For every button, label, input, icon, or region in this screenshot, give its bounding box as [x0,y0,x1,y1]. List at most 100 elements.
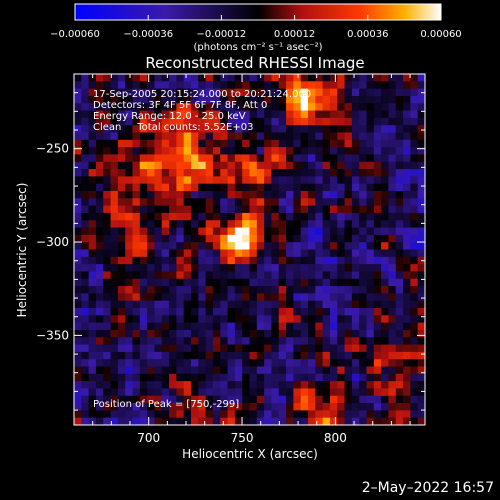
heatmap-cell [183,125,192,133]
heatmap-cell [300,169,309,177]
heatmap-cell [373,103,382,111]
heatmap-cell [139,373,148,382]
heatmap-cell [103,234,111,243]
heatmap-cell [234,293,243,302]
heatmap-cell [74,242,82,250]
heatmap-cell [234,227,243,236]
heatmap-cell [366,81,375,90]
heatmap-cell [212,161,221,170]
heatmap-cell [278,344,287,353]
heatmap-cell [110,117,119,126]
heatmap-cell [410,205,419,214]
heatmap-cell [227,103,236,111]
heatmap-cell [183,264,192,272]
heatmap-cell [103,169,111,177]
annotation-energy-range: Energy Range: 12.0 - 25.0 keV [93,111,246,122]
heatmap-cell [95,286,104,294]
heatmap-cell [278,359,287,367]
heatmap-cell [154,95,163,104]
heatmap-cell [315,88,324,97]
heatmap-cell [242,249,250,258]
heatmap-cell [381,249,389,258]
heatmap-cell [74,417,82,426]
heatmap-cell [234,183,243,192]
heatmap-cell [74,322,82,331]
heatmap-cell [242,322,250,331]
heatmap-cell [212,417,221,426]
heatmap-cell [373,205,382,214]
heatmap-cell [410,264,419,272]
heatmap-cell [212,95,221,104]
heatmap-cell [176,395,185,404]
heatmap-cell [117,351,126,360]
heatmap-cell [227,95,236,104]
heatmap-cell [264,227,272,236]
heatmap-cell [410,278,419,287]
heatmap-cell [329,88,338,97]
heatmap-cell [388,220,397,228]
heatmap-cell [373,117,382,126]
heatmap-cell [74,337,82,345]
heatmap-cell [278,191,287,199]
annotation-clean-counts: Clean Total counts: 5.52E+03 [93,122,253,133]
heatmap-cell [417,242,426,250]
heatmap-cell [395,315,404,324]
heatmap-cell [300,381,309,389]
heatmap-cell [88,264,97,272]
heatmap-cell [117,264,126,272]
heatmap-cell [220,74,228,82]
heatmap-cell [366,95,375,104]
heatmap-cell [191,205,199,214]
heatmap-cell [300,344,309,353]
heatmap-cell [256,278,265,287]
heatmap-cell [264,410,272,419]
heatmap-cell [308,395,316,404]
heatmap-cell [212,381,221,389]
heatmap-cell [110,74,119,82]
heatmap-cell [373,220,382,228]
heatmap-cell [88,176,97,185]
heatmap-cell [212,117,221,126]
heatmap-cell [403,139,411,148]
heatmap-cell [147,117,155,126]
heatmap-cell [359,169,367,177]
heatmap-cell [315,293,324,302]
heatmap-cell [300,117,309,126]
heatmap-cell [110,293,119,302]
heatmap-cell [88,249,97,258]
heatmap-cell [74,366,82,375]
heatmap-cell [366,88,375,97]
heatmap-cell [220,271,228,280]
heatmap-cell [191,381,199,389]
heatmap-cell [337,154,345,163]
heatmap-cell [139,147,148,155]
heatmap-cell [417,220,426,228]
heatmap-cell [344,315,353,324]
heatmap-cell [176,344,185,353]
heatmap-cell [169,315,177,324]
heatmap-cell [110,220,119,228]
heatmap-cell [264,147,272,155]
heatmap-cell [322,110,331,119]
heatmap-cell [139,161,148,170]
heatmap-cell [271,191,280,199]
heatmap-cell [191,293,199,302]
heatmap-cell [117,212,126,221]
heatmap-cell [337,315,345,324]
heatmap-cell [161,322,170,331]
heatmap-cell [337,403,345,411]
heatmap-cell [308,249,316,258]
heatmap-cell [308,242,316,250]
heatmap-cell [256,205,265,214]
heatmap-cell [329,242,338,250]
heatmap-cell [125,88,133,97]
heatmap-cell [395,125,404,133]
heatmap-cell [403,81,411,90]
heatmap-cell [322,322,331,331]
heatmap-cell [169,388,177,397]
heatmap-cell [183,220,192,228]
heatmap-cell [191,212,199,221]
heatmap-cell [308,234,316,243]
heatmap-cell [81,381,90,389]
heatmap-cell [227,212,236,221]
